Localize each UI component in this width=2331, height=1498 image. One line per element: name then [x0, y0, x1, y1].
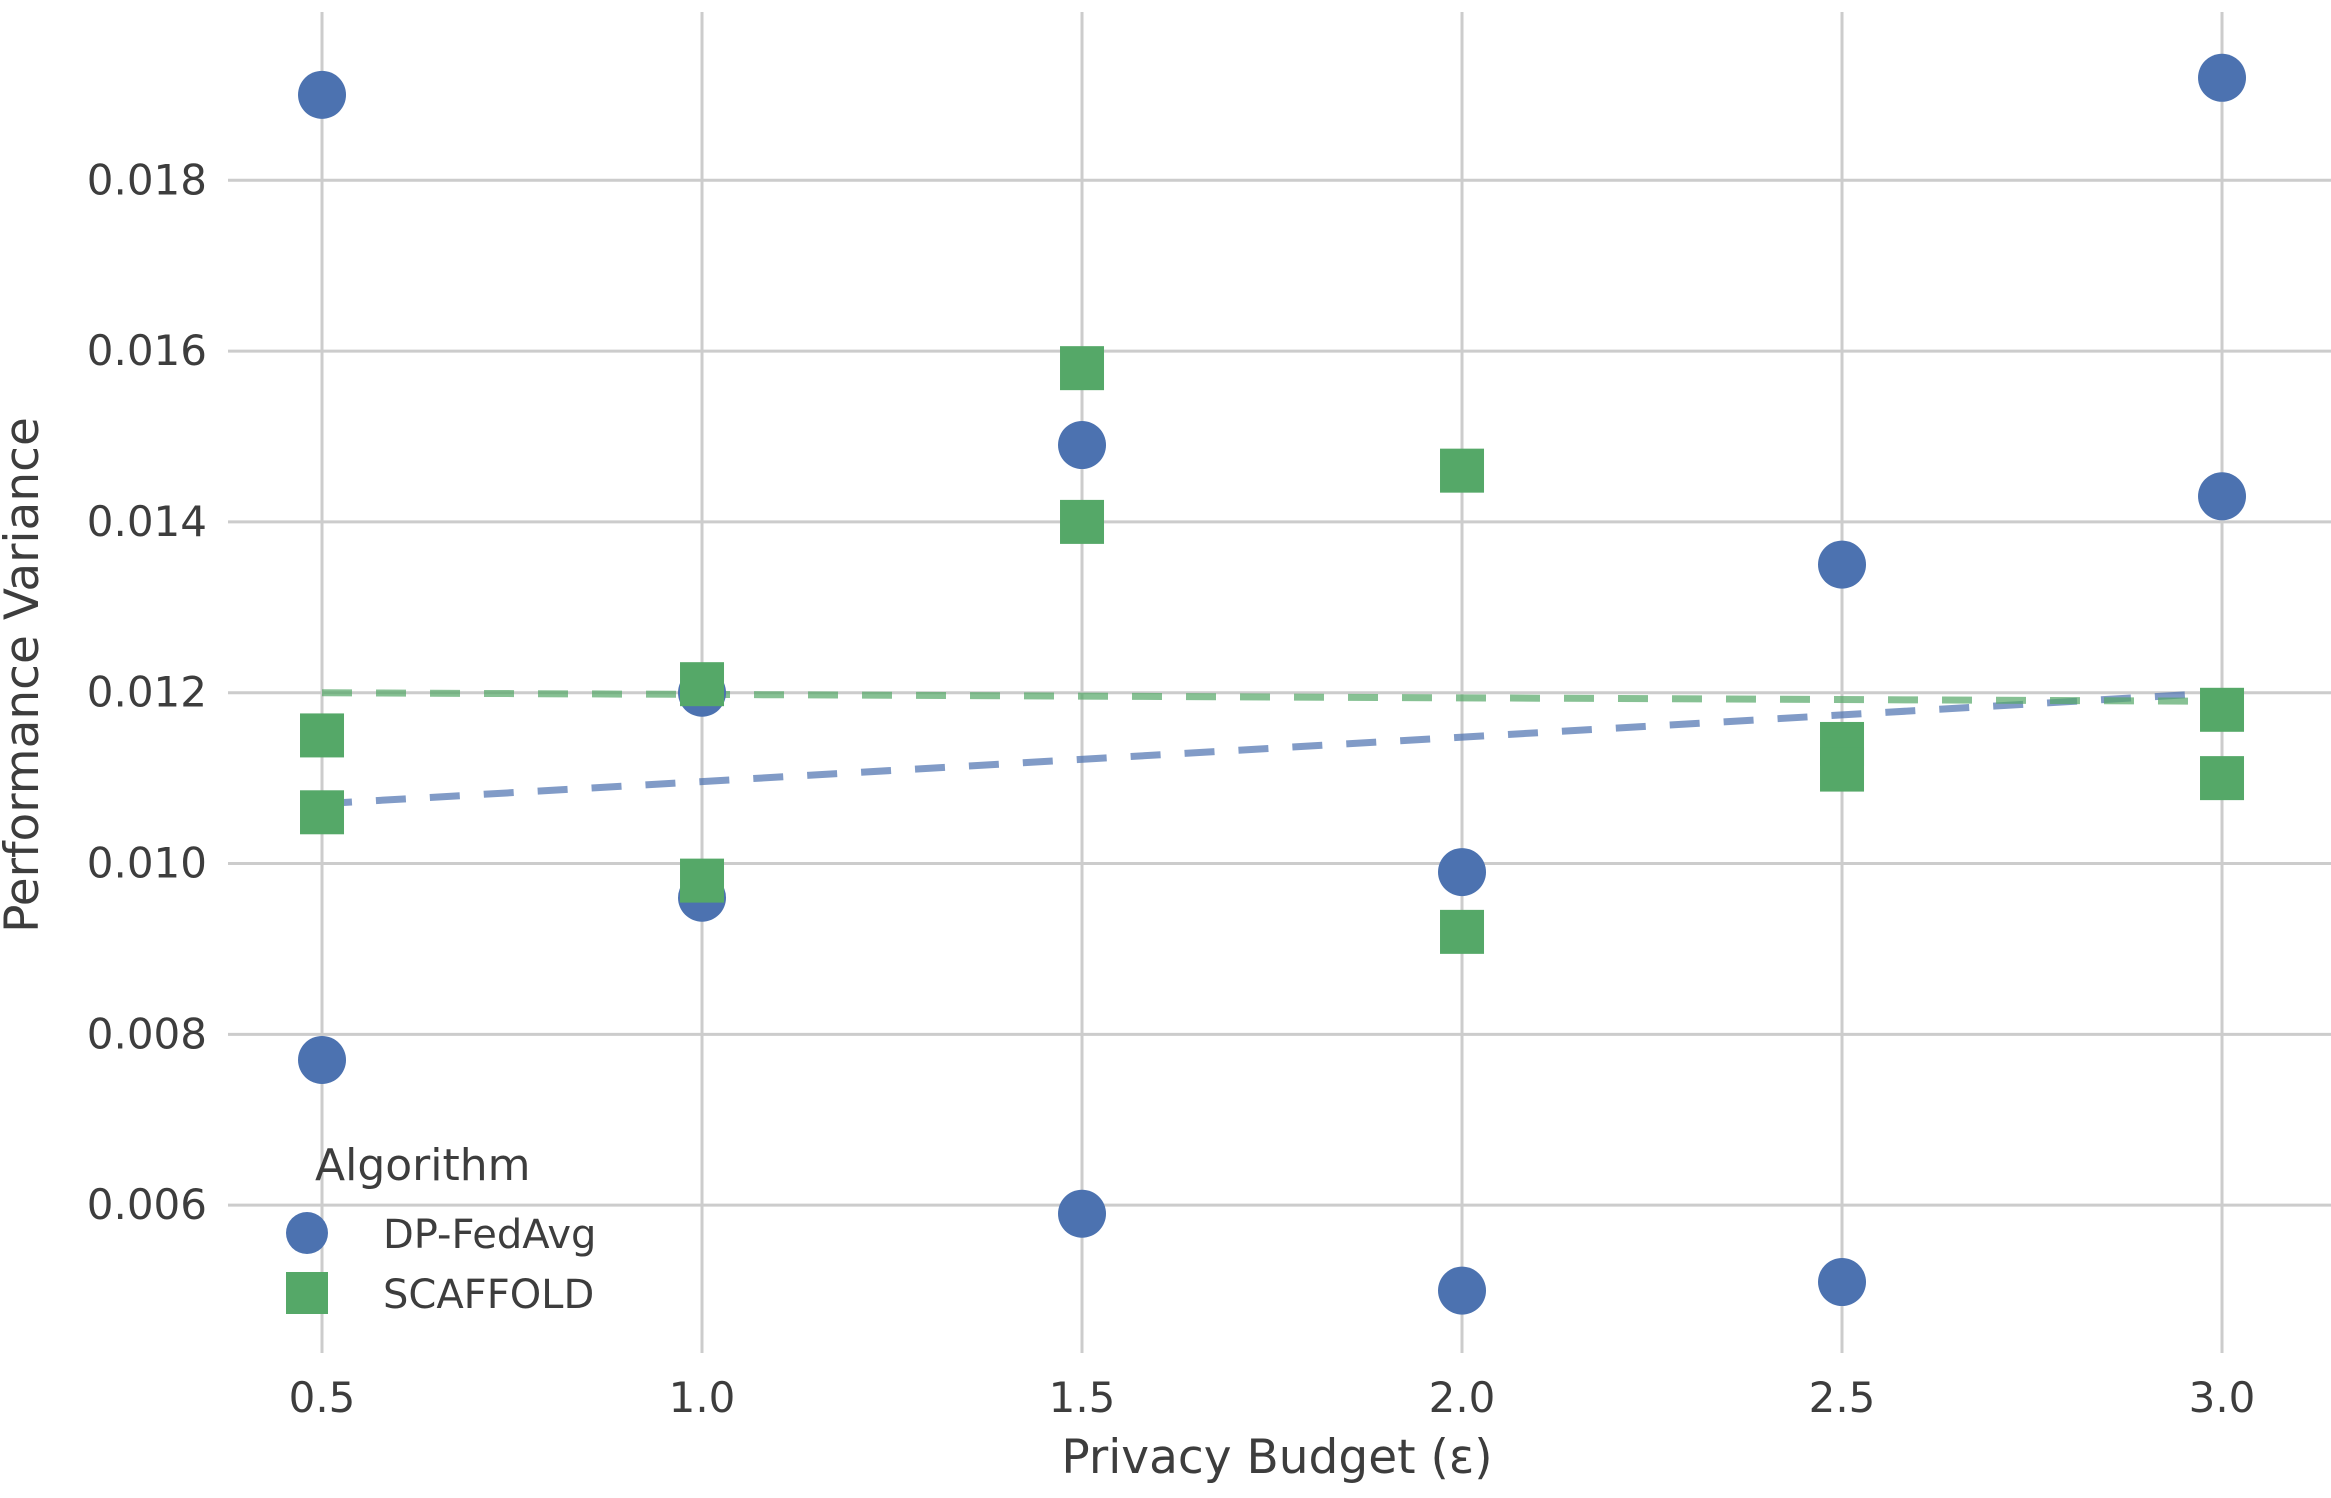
y-tick-label: 0.006 [87, 1180, 207, 1229]
y-tick-label: 0.010 [87, 839, 207, 888]
scatter-point-scaffold [1060, 346, 1105, 391]
scatter-point-dp-fedavg [2198, 472, 2247, 521]
trend-lines [321, 689, 2223, 808]
scatter-point-dp-fedavg [1438, 848, 1487, 897]
scatter-point-scaffold [680, 662, 725, 707]
scatter-point-scaffold [1820, 747, 1865, 792]
scatter-point-scaffold [300, 790, 345, 835]
y-tick-label: 0.014 [87, 497, 207, 546]
legend-item-label: SCAFFOLD [383, 1272, 594, 1318]
legend-title: Algorithm [315, 1140, 531, 1191]
scatter-point-dp-fedavg [2198, 53, 2247, 102]
y-tick-label: 0.008 [87, 1009, 207, 1058]
x-tick-label: 1.5 [1049, 1373, 1116, 1422]
scatter-point-scaffold [2200, 756, 2245, 801]
x-tick-label: 1.0 [669, 1373, 736, 1422]
y-tick-label: 0.016 [87, 326, 207, 375]
y-tick-label: 0.012 [87, 668, 207, 717]
y-tick-label: 0.018 [87, 155, 207, 204]
legend-items: DP-FedAvg SCAFFOLD [286, 1212, 596, 1318]
scatter-point-dp-fedavg [1818, 1258, 1867, 1307]
x-tick-label: 3.0 [2189, 1373, 2256, 1422]
trend-line-scaffold [321, 689, 2223, 705]
y-axis-label: Performance Variance [0, 417, 50, 933]
scatter-point-dp-fedavg [1058, 421, 1107, 470]
scatter-point-scaffold [1440, 448, 1485, 493]
legend-marker-circle [286, 1212, 328, 1254]
x-tick-label: 2.5 [1809, 1373, 1876, 1422]
scatter-point-scaffold [2200, 687, 2245, 732]
x-tick-label: 2.0 [1429, 1373, 1496, 1422]
legend-marker-square [286, 1272, 328, 1314]
scatter-point-scaffold [300, 713, 345, 758]
scatter-point-dp-fedavg [1438, 1266, 1487, 1315]
scatter-point-dp-fedavg [1058, 1189, 1107, 1238]
scatter-point-dp-fedavg [298, 70, 347, 119]
gridlines [228, 12, 2331, 1335]
legend-item-label: DP-FedAvg [383, 1212, 596, 1258]
x-axis-label: Privacy Budget (ε) [1061, 1430, 1492, 1485]
scatter-point-scaffold [1440, 909, 1485, 954]
scatter-point-dp-fedavg [1818, 540, 1867, 589]
data-points [298, 53, 2247, 1315]
trend-line-dp-fedavg [321, 689, 2223, 808]
x-tick-label: 0.5 [289, 1373, 356, 1422]
scatter-point-dp-fedavg [298, 1035, 347, 1084]
legend: Algorithm DP-FedAvg SCAFFOLD [286, 1140, 596, 1318]
scatter-point-scaffold [680, 858, 725, 903]
scatter-point-scaffold [1060, 499, 1105, 544]
axis-ticks: 0.006 0.008 0.010 0.012 0.014 0.016 0.018 0.5 1.… [87, 155, 2256, 1422]
